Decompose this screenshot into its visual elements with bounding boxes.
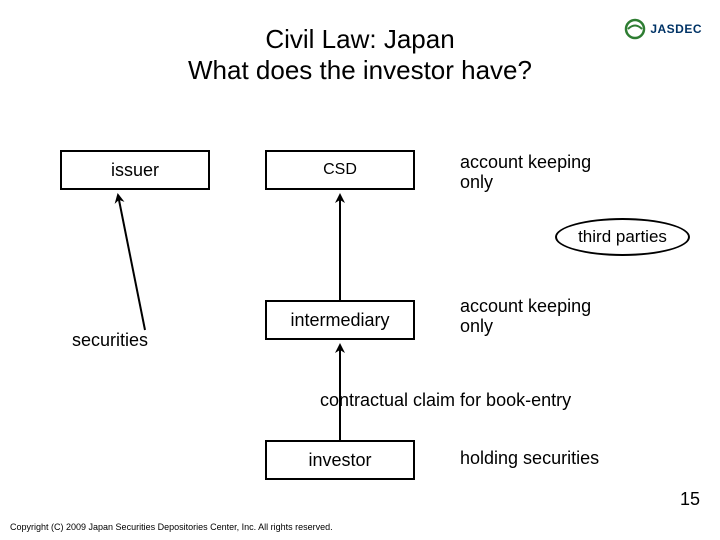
copyright-footer: Copyright (C) 2009 Japan Securities Depo… <box>10 522 333 532</box>
box-csd-label: CSD <box>323 161 357 179</box>
box-issuer-label: issuer <box>111 160 159 181</box>
title-line2: What does the investor have? <box>0 55 720 86</box>
box-csd: CSD <box>265 150 415 190</box>
page-number: 15 <box>680 489 700 510</box>
label-holding: holding securities <box>460 448 599 469</box>
label-account-keeping-2b: only <box>460 316 493 337</box>
arrow-securities-to-issuer <box>118 195 145 330</box>
title-line1: Civil Law: Japan <box>0 24 720 55</box>
box-investor-label: investor <box>308 450 371 471</box>
label-contractual: contractual claim for book-entry <box>320 390 571 411</box>
label-account-keeping-2a: account keeping <box>460 296 591 317</box>
ellipse-third-parties-label: third parties <box>578 227 667 247</box>
label-securities: securities <box>72 330 148 351</box>
box-intermediary-label: intermediary <box>290 310 389 331</box>
label-account-keeping-1a: account keeping <box>460 152 591 173</box>
box-investor: investor <box>265 440 415 480</box>
box-intermediary: intermediary <box>265 300 415 340</box>
slide-title: Civil Law: Japan What does the investor … <box>0 0 720 86</box>
label-account-keeping-1b: only <box>460 172 493 193</box>
ellipse-third-parties: third parties <box>555 218 690 256</box>
box-issuer: issuer <box>60 150 210 190</box>
